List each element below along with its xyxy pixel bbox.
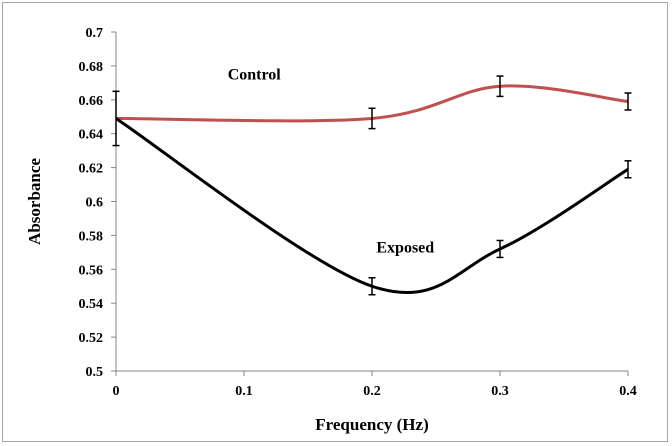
chart-frame — [2, 2, 668, 442]
y-tick-label: 0.6 — [86, 196, 104, 211]
y-tick-label: 0.64 — [79, 128, 104, 143]
tick-labels: 0.5 0.52 0.54 0.56 0.58 0.6 0.62 0.64 0.66 0.68 0.… — [79, 26, 637, 399]
series-layer — [112, 75, 632, 296]
error-bar-exposed — [368, 277, 376, 296]
y-tick-label: 0.68 — [79, 60, 104, 75]
error-bar-exposed — [624, 160, 632, 179]
series-line-control — [115, 84, 629, 123]
series-line-exposed — [115, 117, 629, 295]
y-tick-label: 0.7 — [86, 26, 104, 41]
x-axis-title: Frequency (Hz) — [315, 415, 428, 434]
y-tick-label: 0.54 — [79, 297, 104, 312]
x-tick-label: 0 — [113, 384, 120, 399]
x-tick-label: 0.1 — [235, 384, 253, 399]
x-tick-label: 0.3 — [491, 384, 509, 399]
series-label-control: Control — [228, 66, 282, 83]
y-tick-label: 0.62 — [79, 162, 104, 177]
x-tick-label: 0.2 — [363, 384, 381, 399]
y-axis-title: Absorbance — [25, 158, 44, 245]
error-bar-control — [624, 92, 632, 111]
y-tick-label: 0.66 — [79, 94, 104, 109]
y-tick-label: 0.56 — [79, 263, 104, 278]
y-tick-label: 0.5 — [86, 365, 104, 380]
y-tick-label: 0.58 — [79, 229, 104, 244]
series-label-exposed: Exposed — [376, 239, 434, 256]
x-tick-label: 0.4 — [619, 384, 637, 399]
error-bar-exposed — [496, 239, 504, 259]
error-bar-control — [368, 107, 376, 130]
y-tick-label: 0.52 — [79, 331, 104, 346]
axes — [111, 31, 629, 376]
error-bar-control — [496, 75, 504, 98]
